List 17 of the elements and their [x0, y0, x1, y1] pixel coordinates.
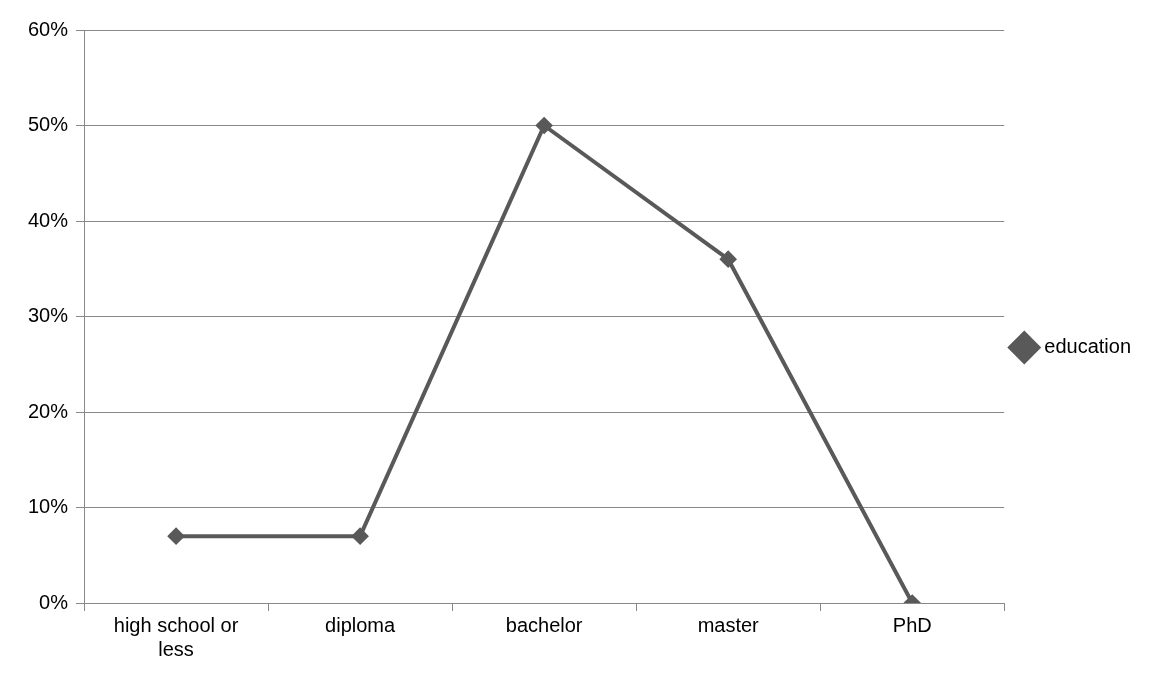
point — [352, 528, 369, 545]
y-tick-label: 0% — [39, 590, 69, 613]
y-tick-label: 50% — [28, 113, 69, 136]
y-tick-label: 60% — [28, 17, 69, 40]
y-tick-label: 30% — [28, 304, 69, 327]
point — [720, 251, 737, 268]
y-tick-label: 10% — [28, 495, 69, 518]
x-tick-label: high school or less — [113, 613, 239, 660]
point — [536, 117, 553, 134]
x-tick-label: diploma — [325, 613, 396, 636]
y-tick-label: 20% — [28, 399, 69, 422]
legend-label: education — [1044, 335, 1132, 358]
point — [168, 528, 185, 545]
x-tick-label: PhD — [892, 613, 932, 636]
y-tick-label: 40% — [28, 208, 69, 231]
x-tick-label: master — [697, 613, 760, 636]
x-tick-label: bachelor — [505, 613, 583, 636]
